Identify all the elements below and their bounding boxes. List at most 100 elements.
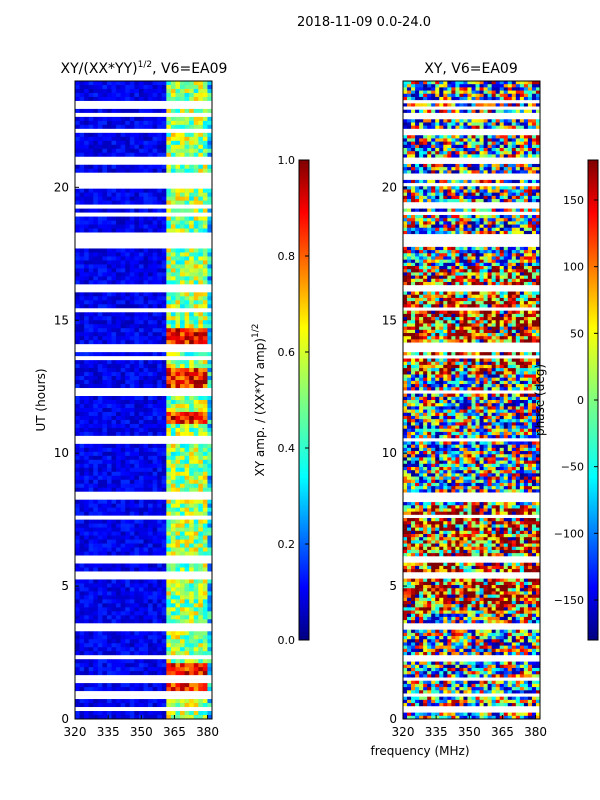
left-heatmap-cell <box>138 216 144 221</box>
left-heatmap-cell <box>189 384 195 389</box>
left-heatmap-cell <box>175 443 181 449</box>
left-heatmap-cell <box>170 136 176 142</box>
left-heatmap-cell <box>134 619 140 624</box>
left-heatmap-cell <box>120 423 126 429</box>
left-heatmap-cell <box>148 487 153 493</box>
right-heatmap-cell <box>511 218 517 222</box>
left-heatmap-cell <box>111 192 117 197</box>
right-heatmap-cell <box>515 154 521 158</box>
left-heatmap-cell <box>79 567 85 572</box>
left-heatmap-cell <box>143 595 149 600</box>
left-heatmap-cell <box>148 407 153 413</box>
left-heatmap-cell <box>75 332 80 337</box>
left-heatmap-cell <box>111 647 117 652</box>
left-heatmap-cell <box>93 328 99 333</box>
left-heatmap-cell <box>198 336 204 341</box>
left-heatmap-cell <box>79 152 85 158</box>
left-heatmap-cell <box>170 296 176 301</box>
left-heatmap-cell <box>193 164 199 170</box>
right-heatmap-cell <box>531 227 537 232</box>
left-heatmap-cell <box>120 120 126 126</box>
right-heatmap-cell <box>427 96 432 101</box>
right-heatmap-cell <box>531 84 537 88</box>
left-heatmap-cell <box>129 88 135 94</box>
left-heatmap-cell <box>207 643 213 648</box>
right-heatmap-cell <box>507 199 513 203</box>
left-heatmap-cell <box>79 396 85 401</box>
right-heatmap-cell <box>467 147 472 152</box>
right-heatmap-cell <box>515 246 521 251</box>
right-heatmap-cell <box>439 218 444 222</box>
left-heatmap-cell <box>148 643 153 648</box>
left-heatmap-cell <box>138 663 144 668</box>
left-heatmap-cell <box>106 396 112 401</box>
left-heatmap-cell <box>161 651 167 656</box>
left-heatmap-cell <box>189 579 195 584</box>
left-heatmap-cell <box>129 459 135 465</box>
left-heatmap-cell <box>207 320 213 325</box>
left-heatmap-cell <box>180 499 185 504</box>
left-heatmap-cell <box>129 463 135 469</box>
right-heatmap-cell <box>427 246 432 251</box>
left-heatmap-cell <box>170 535 176 540</box>
left-heatmap-cell <box>166 228 172 233</box>
left-heatmap-cell <box>170 615 176 620</box>
left-heatmap-cell <box>180 503 185 508</box>
left-heatmap-cell <box>170 196 176 201</box>
left-heatmap-cell <box>143 587 149 592</box>
left-heatmap-cell <box>125 196 131 201</box>
left-heatmap-cell <box>175 487 181 493</box>
left-heatmap-cell <box>134 276 140 281</box>
left-heatmap-cell <box>106 467 112 473</box>
left-heatmap-cell <box>189 268 195 273</box>
left-heatmap-cell <box>152 368 158 373</box>
left-heatmap-cell <box>198 380 204 385</box>
left-heatmap-cell <box>125 328 131 333</box>
left-heatmap-cell <box>202 451 208 457</box>
right-heatmap-cell <box>519 189 525 193</box>
left-heatmap-cell <box>184 503 190 508</box>
left-heatmap-cell <box>152 479 158 485</box>
left-heatmap-cell <box>129 547 135 552</box>
left-heatmap-cell <box>116 659 121 664</box>
left-heatmap-cell <box>84 296 89 301</box>
left-heatmap-cell <box>120 268 126 273</box>
left-heatmap-cell <box>166 276 172 281</box>
left-heatmap-cell <box>166 547 172 552</box>
left-heatmap-cell <box>125 400 131 405</box>
left-heatmap-cell <box>161 407 167 413</box>
left-heatmap-cell <box>88 419 94 425</box>
left-heatmap-cell <box>111 671 117 676</box>
left-heatmap-cell <box>152 415 158 421</box>
left-heatmap-cell <box>180 260 185 265</box>
left-heatmap-cell <box>97 208 103 213</box>
right-heatmap-cell <box>443 135 448 139</box>
left-heatmap-cell <box>102 164 108 170</box>
right-heatmap-cell <box>439 135 444 139</box>
left-heatmap-cell <box>129 360 135 365</box>
left-heatmap-cell <box>138 188 144 193</box>
left-heatmap-cell <box>138 547 144 552</box>
left-heatmap-cell <box>189 647 195 652</box>
right-heatmap-cell <box>411 214 416 219</box>
left-heatmap-cell <box>175 252 181 257</box>
left-heatmap-cell <box>198 535 204 540</box>
left-heatmap-cell <box>161 499 167 504</box>
left-y-axis-label: UT (hours) <box>34 368 48 431</box>
left-heatmap-cell <box>161 595 167 600</box>
left-heatmap-cell <box>202 603 208 608</box>
right-heatmap-cell <box>431 147 436 152</box>
left-heatmap-cell <box>120 611 126 616</box>
left-heatmap-cell <box>106 459 112 465</box>
left-heatmap-cell <box>93 144 99 150</box>
left-heatmap-cell <box>97 152 103 158</box>
left-heatmap-cell <box>102 216 108 221</box>
left-heatmap-cell <box>97 427 103 433</box>
right-heatmap-cell <box>431 90 436 95</box>
left-heatmap-cell <box>207 419 213 425</box>
left-heatmap-cell <box>143 220 149 225</box>
left-heatmap-cell <box>170 663 176 668</box>
right-heatmap-cell <box>491 214 496 219</box>
left-heatmap-cell <box>170 631 176 636</box>
left-heatmap-cell <box>193 192 199 197</box>
